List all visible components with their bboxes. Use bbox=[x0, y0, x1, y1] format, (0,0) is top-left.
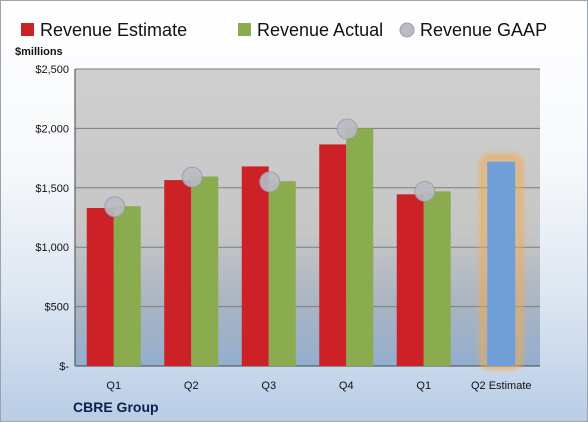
x-axis-ticks: Q1 Q2 Q3 Q4 Q1 Q2 Estimate bbox=[106, 380, 531, 392]
legend-label: Revenue GAAP bbox=[420, 20, 547, 40]
marker-revenue-gaap bbox=[181, 166, 203, 188]
y-axis-ticks: $- $500 $1,000 $1,500 $2,000 $2,500 bbox=[35, 64, 69, 373]
bar-revenue-estimate bbox=[319, 144, 347, 366]
bar-revenue-estimate bbox=[86, 207, 114, 366]
plot-area bbox=[75, 69, 540, 366]
x-tick-label: Q2 Estimate bbox=[471, 380, 532, 392]
y-tick-label: $1,500 bbox=[35, 183, 69, 195]
x-tick-label: Q1 bbox=[106, 380, 121, 392]
bar-revenue-actual bbox=[268, 181, 296, 366]
bar-revenue-actual bbox=[346, 128, 374, 366]
y-tick-label: $1,000 bbox=[35, 242, 69, 254]
marker-revenue-gaap bbox=[104, 196, 126, 218]
legend-label: Revenue Estimate bbox=[40, 20, 187, 40]
y-tick-label: $2,000 bbox=[35, 123, 69, 135]
x-tick-label: Q4 bbox=[339, 380, 354, 392]
legend: Revenue Estimate Revenue Actual Revenue GA… bbox=[21, 20, 547, 40]
bar-revenue-actual bbox=[191, 176, 219, 366]
legend-swatch bbox=[21, 23, 34, 36]
bar-revenue-actual bbox=[113, 206, 141, 366]
marker-revenue-gaap bbox=[259, 171, 281, 193]
legend-swatch bbox=[399, 22, 415, 38]
x-tick-label: Q1 bbox=[416, 380, 431, 392]
unit-label: $millions bbox=[15, 46, 63, 58]
legend-swatch bbox=[238, 23, 251, 36]
marker-revenue-gaap bbox=[414, 180, 436, 202]
bar-revenue-estimate bbox=[164, 180, 192, 366]
grid-lines bbox=[74, 68, 540, 367]
bar-revenue-actual bbox=[423, 191, 451, 366]
legend-label: Revenue Actual bbox=[257, 20, 383, 40]
y-tick-label: $2,500 bbox=[35, 64, 69, 76]
x-tick-label: Q3 bbox=[261, 380, 276, 392]
company-name: CBRE Group bbox=[73, 399, 159, 415]
y-tick-label: $- bbox=[59, 361, 69, 373]
y-tick-label: $500 bbox=[45, 302, 69, 314]
gaap-markers bbox=[104, 118, 436, 218]
x-tick-label: Q2 bbox=[184, 380, 199, 392]
bars bbox=[86, 128, 523, 370]
marker-revenue-gaap bbox=[336, 118, 358, 140]
bar-revenue-estimate bbox=[241, 166, 269, 366]
bar-revenue-estimate bbox=[396, 194, 424, 366]
bar-q2-estimate bbox=[487, 161, 516, 366]
